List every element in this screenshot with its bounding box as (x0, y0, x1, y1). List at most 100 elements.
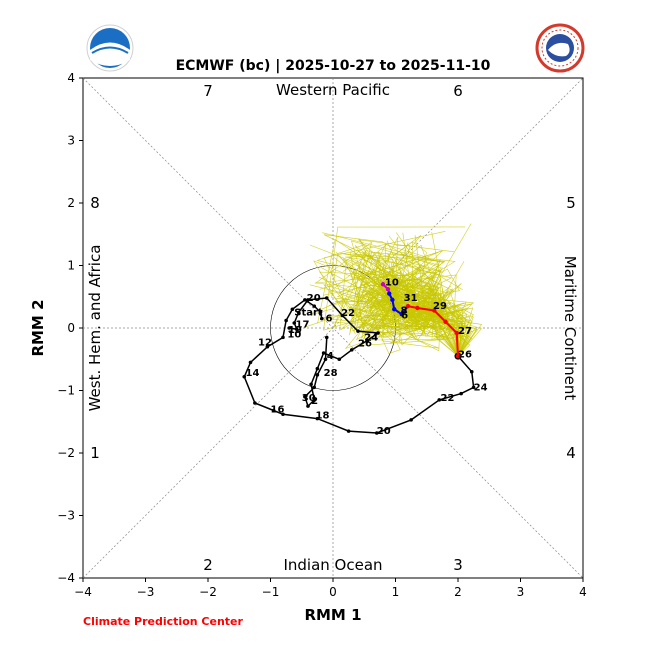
observed-point (323, 357, 328, 362)
day-label: 16 (271, 404, 285, 415)
forecast-point (392, 307, 397, 312)
observed-point (365, 338, 370, 343)
day-label: 2 (311, 396, 318, 407)
phase-4-label: 4 (566, 444, 576, 462)
day-label: 24 (474, 382, 488, 393)
phase-6-label: 6 (453, 82, 463, 100)
observed-point (284, 318, 288, 323)
forecast-segment (444, 321, 458, 334)
observed-point (471, 385, 476, 390)
day-label: 18 (316, 411, 330, 422)
forecast-point (455, 353, 461, 359)
observed-point (242, 374, 247, 379)
ensemble-member-line (354, 231, 473, 357)
phase-5-label: 5 (566, 194, 576, 212)
observed-point (265, 344, 270, 349)
x-tick-label: 0 (329, 585, 337, 599)
forecast-point (399, 312, 404, 317)
forecast-point (380, 282, 386, 287)
credit-text: Climate Prediction Center (83, 615, 243, 628)
observed-point (469, 369, 474, 374)
observed-point (374, 431, 379, 435)
observed-point (318, 310, 323, 315)
observed-point (312, 398, 317, 402)
observed-point (303, 298, 307, 302)
forecast-point (454, 330, 459, 336)
ensemble-member-line (363, 232, 468, 357)
day-label: 4 (327, 351, 334, 362)
x-tick-label: 4 (579, 585, 587, 599)
day-labels: Start46101214161820222426283021719202224… (246, 277, 488, 437)
observed-point (309, 382, 313, 387)
x-tick-label: −2 (199, 585, 217, 599)
observed-point (296, 310, 301, 315)
observed-point (315, 416, 320, 421)
y-axis-label: RMM 2 (29, 299, 47, 356)
day-label: 17 (296, 319, 310, 330)
region-maritime-continent: Maritime Continent (561, 256, 579, 401)
observed-point (409, 418, 413, 422)
phase-7-label: 7 (203, 82, 213, 100)
day-label: Start (294, 307, 323, 318)
observed-point (306, 404, 310, 408)
ensemble-member-line (338, 244, 462, 357)
day-label: 20 (377, 426, 391, 437)
observed-point (271, 408, 276, 413)
day-label: 14 (246, 368, 260, 379)
observed-point (340, 313, 345, 318)
x-tick-label: −1 (262, 585, 280, 599)
observed-point (319, 316, 324, 321)
observed-outer-line (243, 298, 475, 434)
forecast-mean-track (380, 282, 461, 359)
y-tick-label: 3 (67, 134, 75, 148)
day-label: 10 (287, 329, 301, 340)
day-label: 31 (404, 293, 418, 304)
region-west-hem-africa: West. Hem. and Africa (86, 245, 104, 412)
observed-point (303, 394, 307, 399)
y-tick-label: 1 (67, 259, 75, 273)
day-label: 24 (364, 332, 378, 343)
observed-point (321, 351, 326, 355)
observed-point (349, 348, 354, 352)
forecast-segment (417, 307, 435, 312)
day-label: 26 (358, 339, 372, 350)
region-western-pacific: Western Pacific (276, 81, 390, 99)
observed-point (324, 296, 329, 300)
x-tick-label: 3 (517, 585, 525, 599)
forecast-segment (455, 332, 459, 357)
forecast-point (387, 291, 392, 296)
forecast-point (390, 297, 395, 303)
x-tick-label: 2 (454, 585, 462, 599)
observed-point (294, 327, 299, 332)
forecast-point (443, 319, 448, 324)
x-tick-label: 1 (392, 585, 400, 599)
observed-point (356, 329, 360, 333)
chart-title: ECMWF (bc) | 2025-10-27 to 2025-11-10 (176, 58, 491, 74)
day-label: 29 (433, 301, 447, 312)
y-tick-label: 2 (67, 196, 75, 210)
ensemble-member-line (328, 244, 462, 357)
observed-point (315, 366, 320, 371)
region-indian-ocean: Indian Ocean (283, 556, 382, 574)
y-tick-label: −1 (57, 384, 75, 398)
day-label: 27 (458, 326, 472, 337)
observed-point (290, 307, 295, 312)
forecast-point (385, 287, 391, 292)
observed-point (292, 321, 297, 325)
ensemble-member-line (323, 234, 478, 357)
observed-point (324, 335, 329, 340)
y-tick-label: 0 (67, 321, 75, 335)
x-tick-label: −4 (74, 585, 92, 599)
observed-point (312, 385, 317, 390)
day-label: 12 (258, 337, 272, 348)
observed-point (253, 401, 257, 405)
observed-inner-line (289, 297, 381, 408)
observed-point (281, 412, 285, 417)
observed-point (337, 357, 342, 362)
day-label: 6 (401, 311, 408, 322)
y-tick-label: −2 (57, 446, 75, 460)
forecast-point (432, 308, 437, 313)
observed-point (346, 429, 351, 433)
